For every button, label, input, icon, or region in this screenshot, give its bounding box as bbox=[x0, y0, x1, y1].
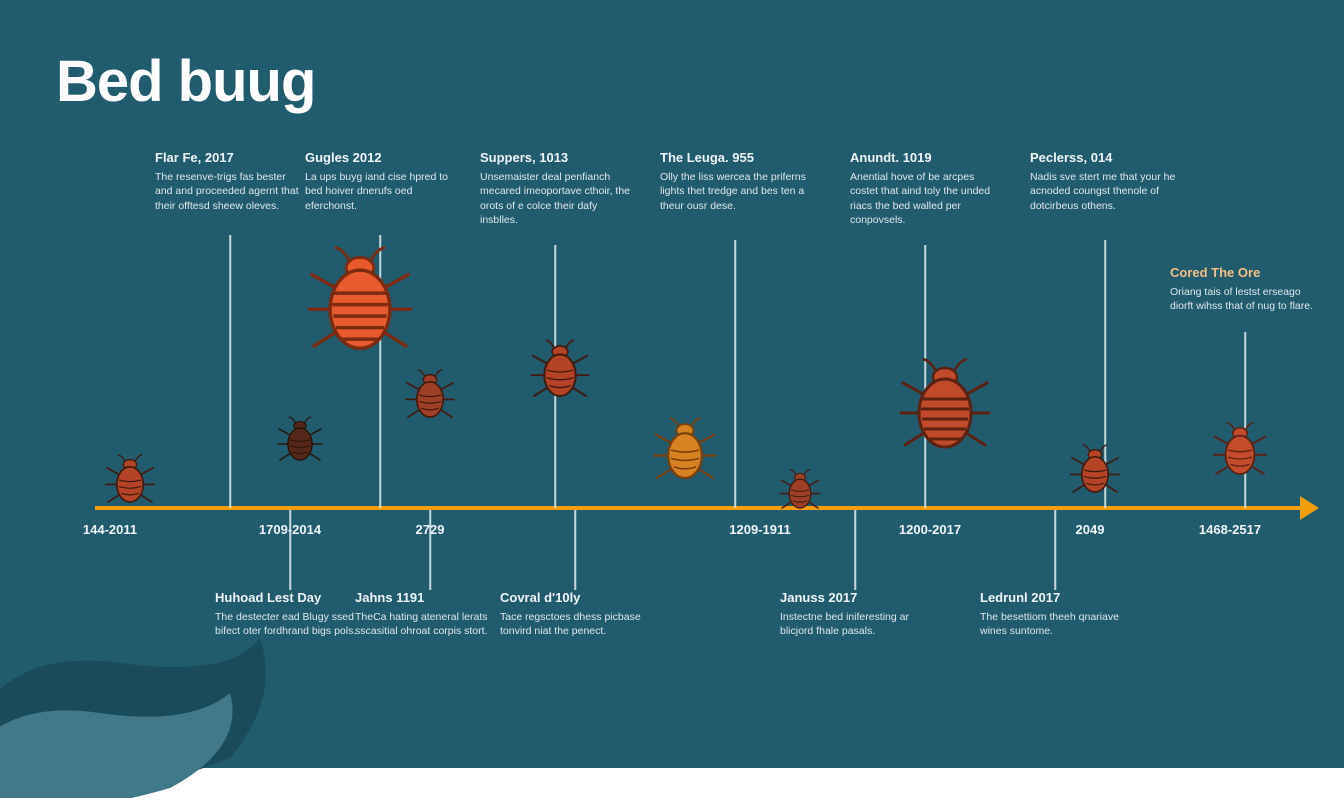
timeline-entry: Covral d'10ly Tace regsctoes dhess picbas… bbox=[500, 590, 650, 639]
bug-icon bbox=[303, 243, 418, 358]
bug-icon bbox=[778, 468, 823, 513]
connector-line bbox=[1054, 510, 1056, 590]
bug-icon bbox=[103, 453, 158, 508]
bug-icon bbox=[403, 368, 458, 423]
entry-description: The destecter ead Blugy ssed bifect oter… bbox=[215, 610, 365, 638]
tick-label: 1209-1911 bbox=[729, 522, 790, 537]
timeline-arrowhead bbox=[1300, 496, 1319, 520]
timeline-entry: Ledrunl 2017 The besettiom theeh qnariave… bbox=[980, 590, 1130, 639]
timeline-entry: Cored The Ore Oriang tais of lestst ersea… bbox=[1170, 265, 1320, 314]
entry-description: TheCa hating ateneral lerats sscasitial … bbox=[355, 610, 505, 638]
tick-label: 1200-2017 bbox=[899, 522, 961, 537]
timeline-entry: Huhoad Lest Day The destecter ead Blugy s… bbox=[215, 590, 365, 639]
entry-title: Suppers, 1013 bbox=[480, 150, 630, 166]
bug-icon bbox=[650, 415, 720, 485]
timeline-entry: Flar Fe, 2017 The resenve-trigs fas beste… bbox=[155, 150, 305, 213]
timeline-entry: Anundt. 1019 Anential hove of be arcpes c… bbox=[850, 150, 1000, 227]
connector-line bbox=[574, 510, 576, 590]
timeline-canvas: Bed buug 144-20111709-201427291209-19111… bbox=[0, 0, 1344, 768]
entry-description: Olly the liss wercea the priferns lights… bbox=[660, 170, 810, 213]
bug-icon bbox=[1068, 443, 1123, 498]
connector-line bbox=[229, 235, 231, 508]
timeline-entry: Januss 2017 Instectne bed iniferesting ar… bbox=[780, 590, 930, 639]
bug-icon bbox=[895, 355, 995, 455]
connector-line bbox=[854, 510, 856, 590]
entry-title: Huhoad Lest Day bbox=[215, 590, 365, 606]
timeline-entry: Suppers, 1013 Unsemaister deal penfianch … bbox=[480, 150, 630, 227]
timeline-axis bbox=[95, 506, 1300, 510]
entry-title: Januss 2017 bbox=[780, 590, 930, 606]
entry-description: Tace regsctoes dhess picbase tonvird nia… bbox=[500, 610, 650, 638]
entry-description: Oriang tais of lestst erseago diorft wih… bbox=[1170, 285, 1320, 313]
timeline-entry: The Leuga. 955 Olly the liss wercea the p… bbox=[660, 150, 810, 213]
entry-title: Flar Fe, 2017 bbox=[155, 150, 305, 166]
tick-label: 144-2011 bbox=[83, 522, 137, 537]
entry-title: Jahns 1191 bbox=[355, 590, 505, 606]
entry-title: The Leuga. 955 bbox=[660, 150, 810, 166]
timeline-entry: Peclerss, 014 Nadis sve stert me that you… bbox=[1030, 150, 1180, 213]
entry-description: La ups buyg iand cise hpred to bed hoive… bbox=[305, 170, 455, 213]
entry-title: Gugles 2012 bbox=[305, 150, 455, 166]
entry-title: Peclerss, 014 bbox=[1030, 150, 1180, 166]
connector-line bbox=[289, 510, 291, 590]
page-title: Bed buug bbox=[56, 48, 315, 115]
bug-icon bbox=[275, 415, 325, 465]
entry-title: Cored The Ore bbox=[1170, 265, 1320, 281]
entry-description: The resenve-trigs fas bester and and pro… bbox=[155, 170, 305, 213]
entry-title: Anundt. 1019 bbox=[850, 150, 1000, 166]
tick-label: 2049 bbox=[1076, 522, 1105, 537]
entry-description: Unsemaister deal penfianch mecared imeop… bbox=[480, 170, 630, 227]
entry-description: Instectne bed iniferesting ar blicjord f… bbox=[780, 610, 930, 638]
entry-description: Nadis sve stert me that your he acnoded … bbox=[1030, 170, 1180, 213]
entry-description: Anential hove of be arcpes costet that a… bbox=[850, 170, 1000, 227]
bug-icon bbox=[1210, 420, 1270, 480]
timeline-entry: Gugles 2012 La ups buyg iand cise hpred t… bbox=[305, 150, 455, 213]
connector-line bbox=[734, 240, 736, 508]
connector-line bbox=[429, 510, 431, 590]
entry-title: Covral d'10ly bbox=[500, 590, 650, 606]
tick-label: 1468-2517 bbox=[1199, 522, 1261, 537]
bug-icon bbox=[528, 338, 593, 403]
timeline-entry: Jahns 1191 TheCa hating ateneral lerats s… bbox=[355, 590, 505, 639]
entry-title: Ledrunl 2017 bbox=[980, 590, 1130, 606]
entry-description: The besettiom theeh qnariave wines sunto… bbox=[980, 610, 1130, 638]
